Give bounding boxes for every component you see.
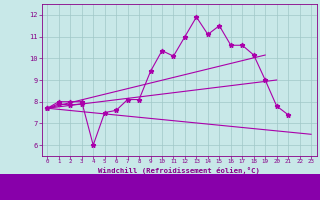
X-axis label: Windchill (Refroidissement éolien,°C): Windchill (Refroidissement éolien,°C)	[98, 167, 260, 174]
